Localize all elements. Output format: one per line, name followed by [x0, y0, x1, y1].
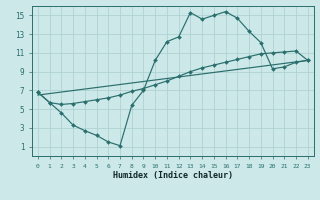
X-axis label: Humidex (Indice chaleur): Humidex (Indice chaleur) — [113, 171, 233, 180]
